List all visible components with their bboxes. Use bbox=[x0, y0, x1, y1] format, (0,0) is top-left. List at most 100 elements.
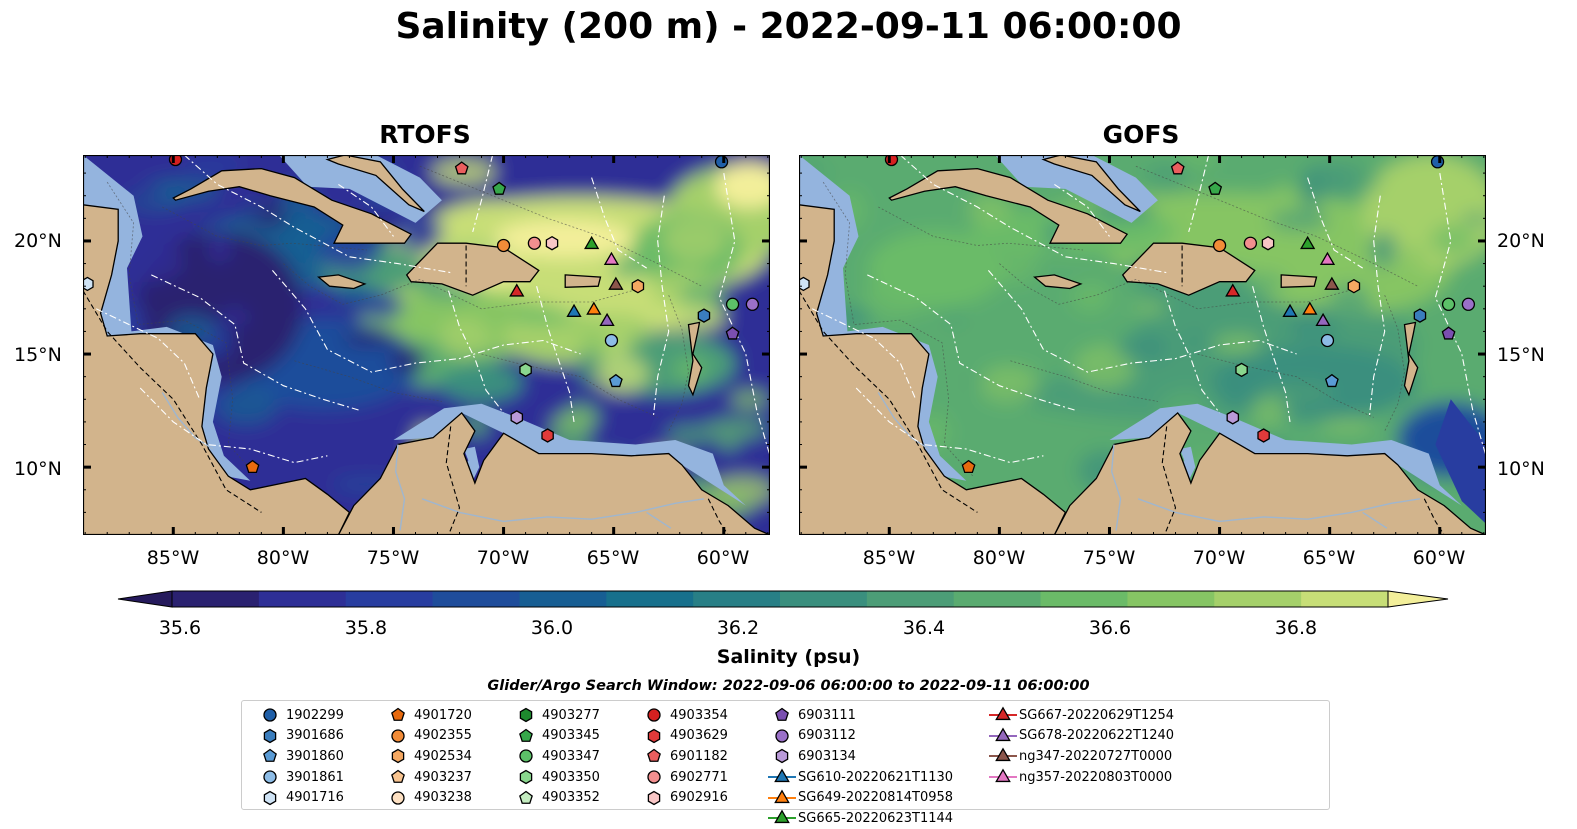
colorbar-tick-36-6: 36.6 bbox=[1088, 617, 1132, 639]
lat-label-right-15n: 15°N bbox=[1497, 344, 1545, 366]
float-marker bbox=[1324, 373, 1339, 388]
legend-symbol bbox=[989, 706, 1017, 721]
bahamas-land bbox=[325, 155, 425, 213]
legend-label: 6902771 bbox=[670, 769, 728, 785]
legend-label: 4901716 bbox=[286, 790, 344, 806]
legend-symbol bbox=[391, 708, 405, 722]
legend-item: SG610-20220621T1130 bbox=[766, 767, 953, 788]
eez-boundary-line bbox=[183, 155, 451, 274]
legend-symbol bbox=[647, 790, 661, 805]
colorbar-extend-low bbox=[117, 590, 173, 608]
lat-label-right-20n: 20°N bbox=[1497, 230, 1545, 252]
bathymetry-contour bbox=[1135, 165, 1418, 287]
lon-label-rtofs-75w: 75°W bbox=[366, 547, 420, 569]
legend-item: 6901182 bbox=[638, 746, 728, 767]
float-marker bbox=[1315, 312, 1331, 327]
puerto-rico-land bbox=[564, 274, 602, 288]
legend-label: 6903111 bbox=[798, 707, 856, 723]
bahamas-bank bbox=[995, 155, 1158, 223]
river-line bbox=[394, 444, 406, 531]
map-panel-rtofs bbox=[83, 155, 770, 535]
float-marker bbox=[608, 373, 623, 388]
legend-item: 4903354 bbox=[638, 705, 728, 726]
legend-item: 6902771 bbox=[638, 767, 728, 788]
legend-label: SG610-20220621T1130 bbox=[798, 769, 954, 785]
colorbar bbox=[117, 590, 1449, 608]
float-marker bbox=[1282, 303, 1298, 317]
legend-symbol bbox=[647, 770, 661, 784]
legend-label: 4902355 bbox=[414, 728, 472, 744]
legend-marker bbox=[263, 749, 277, 763]
legend-label: 6902916 bbox=[670, 790, 728, 806]
legend-symbol bbox=[391, 791, 405, 805]
legend-item: 3901861 bbox=[254, 767, 344, 788]
float-marker bbox=[1461, 297, 1476, 311]
legend-symbol bbox=[647, 749, 661, 763]
legend-symbol bbox=[519, 749, 533, 764]
panel-title-rtofs: RTOFS bbox=[379, 120, 471, 149]
float-marker bbox=[1170, 161, 1185, 175]
legend-label: ng357-20220803T0000 bbox=[1019, 769, 1173, 785]
float-marker bbox=[1235, 362, 1248, 378]
bathymetry-contour bbox=[481, 353, 658, 418]
float-marker bbox=[509, 283, 525, 297]
float-marker bbox=[745, 297, 760, 311]
south-america-land bbox=[1053, 411, 1486, 535]
legend-item: ng357-20220803T0000 bbox=[987, 767, 1174, 788]
lat-label-left-10n: 10°N bbox=[14, 458, 62, 480]
legend-symbol bbox=[768, 809, 796, 824]
legend-item: 4903238 bbox=[382, 787, 472, 808]
cuba-land bbox=[172, 167, 413, 244]
legend-label: 6903112 bbox=[798, 728, 856, 744]
eez-boundary-line bbox=[899, 155, 1167, 274]
legend-item: 4902355 bbox=[382, 726, 472, 747]
legend-symbol bbox=[989, 747, 1017, 762]
hispaniola-land bbox=[1121, 242, 1256, 296]
colorbar-swatch bbox=[1301, 591, 1389, 607]
legend-symbol bbox=[263, 728, 277, 744]
legend-label: ng347-20220727T0000 bbox=[1019, 748, 1173, 764]
legend-item: 4903345 bbox=[510, 726, 600, 747]
float-marker bbox=[83, 276, 94, 292]
colorbar-swatch bbox=[1127, 591, 1215, 607]
float-marker bbox=[1261, 235, 1275, 251]
legend-marker bbox=[774, 789, 790, 803]
map-frame bbox=[799, 155, 1486, 535]
lat-label-right-10n: 10°N bbox=[1497, 458, 1545, 480]
legend-marker bbox=[995, 727, 1011, 741]
legend-symbol bbox=[391, 749, 405, 764]
legend-symbol bbox=[263, 708, 277, 722]
legend-symbol bbox=[768, 789, 796, 803]
lon-label-rtofs-80w: 80°W bbox=[256, 547, 310, 569]
colorbar-swatch bbox=[519, 591, 607, 607]
colorbar-tick-35-6: 35.6 bbox=[158, 617, 202, 639]
float-marker bbox=[168, 155, 183, 167]
eez-boundary-line bbox=[591, 177, 647, 269]
venezuela-shelf bbox=[393, 403, 746, 506]
float-marker bbox=[631, 278, 645, 294]
legend-marker bbox=[647, 770, 661, 784]
central-america-land bbox=[83, 204, 351, 535]
colorbar-tick-36-4: 36.4 bbox=[902, 617, 946, 639]
float-marker bbox=[496, 238, 511, 253]
river-line bbox=[1362, 511, 1388, 529]
river-line bbox=[877, 392, 930, 450]
legend-label: 4903345 bbox=[542, 728, 600, 744]
float-marker bbox=[697, 308, 711, 323]
lon-label-rtofs-60w: 60°W bbox=[696, 547, 750, 569]
legend-marker bbox=[263, 708, 277, 722]
legend-symbol bbox=[989, 727, 1017, 741]
colorbar-tick-36-0: 36.0 bbox=[530, 617, 574, 639]
legend-marker bbox=[391, 791, 405, 805]
legend-item: ng347-20220727T0000 bbox=[987, 746, 1174, 767]
legend-marker bbox=[775, 708, 789, 722]
river-line bbox=[161, 392, 214, 450]
lon-label-gofs-60w: 60°W bbox=[1412, 547, 1466, 569]
legend-item: SG665-20220623T1144 bbox=[766, 808, 953, 829]
colorbar-swatch bbox=[172, 591, 260, 607]
eez-boundary-line bbox=[1163, 290, 1221, 414]
legend-marker bbox=[995, 747, 1011, 762]
legend-marker bbox=[391, 708, 405, 722]
central-america-land bbox=[799, 204, 1067, 535]
eez-boundary-line bbox=[987, 270, 1297, 373]
